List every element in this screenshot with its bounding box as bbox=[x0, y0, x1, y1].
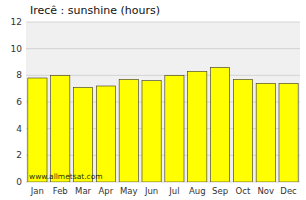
x-tick-label: Feb bbox=[53, 186, 68, 196]
bar bbox=[96, 86, 115, 182]
x-tick-label: Oct bbox=[236, 186, 251, 196]
x-tick-label: Apr bbox=[99, 186, 114, 196]
bar bbox=[51, 75, 70, 182]
y-tick-label: 2 bbox=[16, 150, 22, 160]
x-tick-label: May bbox=[120, 186, 138, 196]
grid-line bbox=[26, 48, 300, 49]
y-tick-label: 10 bbox=[11, 44, 23, 54]
y-tick-label: 4 bbox=[16, 124, 22, 134]
y-tick-label: 12 bbox=[11, 17, 22, 27]
bar bbox=[73, 87, 92, 182]
x-tick-label: Jan bbox=[30, 186, 44, 196]
bar bbox=[210, 67, 229, 182]
plot-background bbox=[26, 22, 300, 182]
x-tick-label: Mar bbox=[75, 186, 92, 196]
bar bbox=[188, 71, 207, 182]
bar bbox=[165, 75, 184, 182]
bar bbox=[28, 78, 47, 182]
x-tick-label: Sep bbox=[212, 186, 228, 196]
chart-title: Irecê : sunshine (hours) bbox=[30, 4, 160, 17]
y-tick-label: 0 bbox=[16, 177, 22, 187]
watermark: www.allmetsat.com bbox=[29, 172, 103, 181]
bar bbox=[279, 83, 298, 182]
grid-line bbox=[26, 22, 300, 23]
bars bbox=[28, 67, 298, 182]
x-tick-label: Aug bbox=[189, 186, 206, 196]
bar bbox=[256, 83, 275, 182]
y-tick-label: 6 bbox=[16, 97, 22, 107]
chart-svg: 0 2 4 6 8 10 12 Jan Feb Mar Apr May Jun Jul Aug Sep Oct N… bbox=[0, 0, 306, 200]
chart-container: 0 2 4 6 8 10 12 Jan Feb Mar Apr May Jun Jul Aug Sep Oct N… bbox=[0, 0, 306, 200]
bar bbox=[142, 81, 161, 182]
x-tick-label: Nov bbox=[257, 186, 274, 196]
bar bbox=[233, 79, 252, 182]
y-tick-label: 8 bbox=[16, 70, 22, 80]
bar bbox=[119, 79, 138, 182]
x-tick-label: Jul bbox=[168, 186, 179, 196]
grid bbox=[26, 22, 300, 182]
x-tick-label: Dec bbox=[280, 186, 297, 196]
x-tick-label: Jun bbox=[144, 186, 158, 196]
